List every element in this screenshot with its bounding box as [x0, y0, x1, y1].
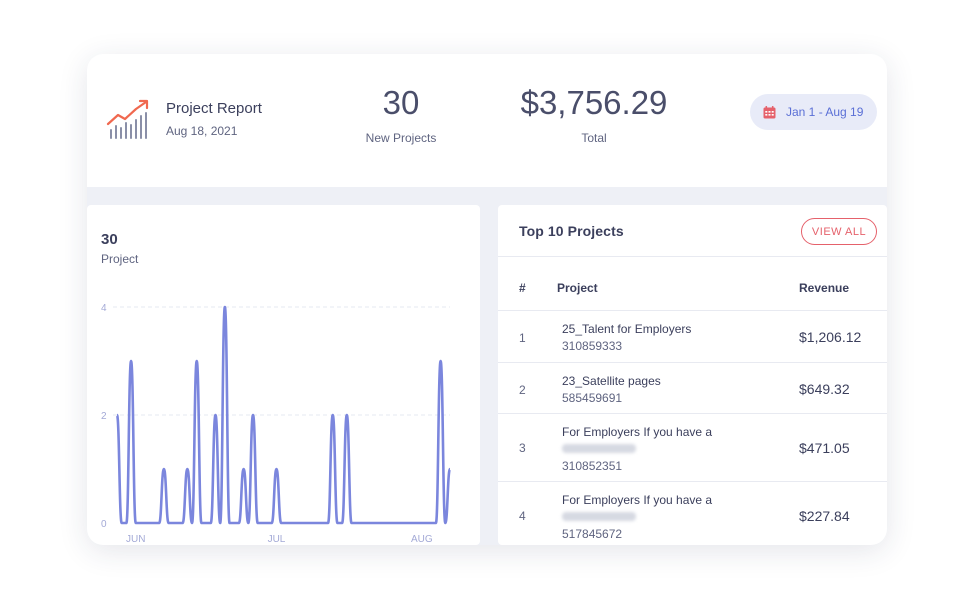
y-tick-label: 0	[101, 519, 107, 530]
row-number: 3	[519, 441, 526, 455]
table-row[interactable]: 1 25_Talent for Employers 310859333 $1,2…	[498, 310, 887, 362]
x-tick-label: JUN	[126, 534, 145, 545]
report-header: Project Report Aug 18, 2021 30 New Proje…	[87, 54, 887, 187]
project-name: 23_Satellite pages	[562, 374, 661, 388]
chart-project-label: Project	[101, 252, 139, 266]
project-id: 517845672	[562, 527, 623, 541]
series-line	[115, 305, 452, 525]
redacted-text	[562, 512, 636, 521]
table-row[interactable]: 3 For Employers If you have a 310852351 …	[498, 413, 887, 481]
column-header-project: Project	[557, 281, 598, 295]
view-all-button[interactable]: VIEW ALL	[801, 218, 877, 245]
x-tick-label: JUL	[268, 534, 286, 545]
project-revenue: $227.84	[799, 508, 850, 524]
report-card: Project Report Aug 18, 2021 30 New Proje…	[87, 54, 887, 545]
row-number: 1	[519, 331, 526, 345]
total-label: Total	[581, 131, 607, 145]
project-revenue: $471.05	[799, 440, 850, 456]
date-range-picker[interactable]: Jan 1 - Aug 19	[750, 94, 877, 130]
column-header-number: #	[519, 281, 526, 295]
row-number: 2	[519, 383, 526, 397]
projects-chart-panel: 30 Project 0 2 4 JUN JUL AUG	[87, 205, 480, 545]
project-name: For Employers If you have a	[562, 493, 713, 507]
top-projects-panel: Top 10 Projects VIEW ALL # Project Reven…	[498, 205, 887, 545]
column-header-revenue: Revenue	[799, 281, 850, 295]
report-date: Aug 18, 2021	[166, 124, 238, 138]
chart-project-count: 30	[101, 231, 118, 248]
top-projects-title: Top 10 Projects	[519, 223, 624, 239]
date-range-label: Jan 1 - Aug 19	[786, 105, 864, 119]
y-tick-label: 4	[101, 303, 107, 314]
total-value: $3,756.29	[520, 84, 668, 121]
panel-divider	[498, 256, 887, 257]
project-revenue: $649.32	[799, 381, 850, 397]
row-number: 4	[519, 509, 526, 523]
new-projects-value: 30	[382, 84, 420, 121]
project-id: 310859333	[562, 339, 623, 353]
trend-chart-icon	[106, 99, 149, 139]
report-title: Project Report	[166, 100, 262, 117]
project-name: 25_Talent for Employers	[562, 322, 692, 336]
project-name: For Employers If you have a	[562, 425, 713, 439]
table-row[interactable]: 4 For Employers If you have a 517845672 …	[498, 481, 887, 545]
calendar-icon	[763, 105, 776, 118]
table-row[interactable]: 2 23_Satellite pages 585459691 $649.32	[498, 362, 887, 413]
x-tick-label: AUG	[411, 534, 433, 545]
project-id: 310852351	[562, 459, 623, 473]
projects-line-chart: 0 2 4 JUN JUL AUG	[101, 303, 452, 545]
project-id: 585459691	[562, 391, 623, 405]
y-tick-label: 2	[101, 411, 107, 422]
redacted-text	[562, 444, 636, 453]
new-projects-label: New Projects	[365, 131, 437, 145]
project-revenue: $1,206.12	[799, 329, 862, 345]
